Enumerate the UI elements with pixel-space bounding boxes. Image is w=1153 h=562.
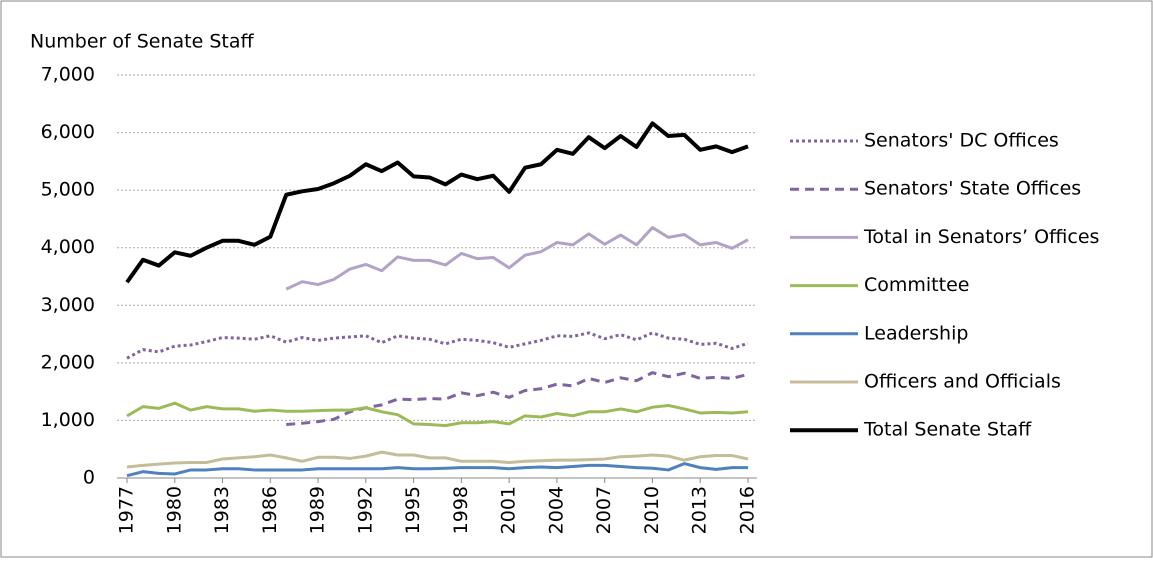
y-tick-label: 0 xyxy=(83,467,95,489)
series-line xyxy=(125,121,749,284)
y-tick-label: 2,000 xyxy=(41,351,95,373)
legend-label: Senators' State Offices xyxy=(864,178,1081,200)
x-tick-label: 2001 xyxy=(498,486,520,534)
y-axis-label: Number of Senate Staff xyxy=(30,31,254,53)
x-tick-label: 2007 xyxy=(593,486,615,534)
x-tick-label: 1995 xyxy=(402,486,424,534)
series-line xyxy=(126,450,749,469)
y-tick-label: 6,000 xyxy=(41,121,95,143)
x-tick-label: 1992 xyxy=(354,486,376,534)
legend-label: Leadership xyxy=(864,322,968,344)
x-tick-label: 2004 xyxy=(545,486,567,534)
x-tick-label: 1986 xyxy=(259,486,281,534)
y-tick-label: 7,000 xyxy=(41,64,95,86)
y-tick-label: 5,000 xyxy=(41,179,95,201)
y-tick-label: 4,000 xyxy=(41,236,95,258)
series-line xyxy=(285,226,749,291)
y-tick-label: 1,000 xyxy=(41,409,95,431)
y-tick-label: 3,000 xyxy=(41,294,95,316)
legend-label: Senators' DC Offices xyxy=(864,130,1059,152)
legend-label: Officers and Officials xyxy=(864,371,1061,393)
legend-label: Committee xyxy=(864,274,969,296)
legend-label: Total in Senators’ Offices xyxy=(863,226,1099,248)
x-tick-label: 1998 xyxy=(450,486,472,534)
series-line xyxy=(126,331,749,360)
x-tick-label: 2010 xyxy=(641,486,663,534)
x-tick-label: 1983 xyxy=(211,486,233,534)
x-tick-label: 2013 xyxy=(689,486,711,534)
series-line xyxy=(126,401,749,428)
series-line xyxy=(126,462,748,478)
x-tick-label: 1977 xyxy=(116,486,138,534)
legend-label: Total Senate Staff xyxy=(863,419,1032,441)
x-tick-label: 2016 xyxy=(737,486,759,534)
x-tick-label: 1989 xyxy=(307,486,329,534)
x-tick-label: 1980 xyxy=(163,486,185,534)
